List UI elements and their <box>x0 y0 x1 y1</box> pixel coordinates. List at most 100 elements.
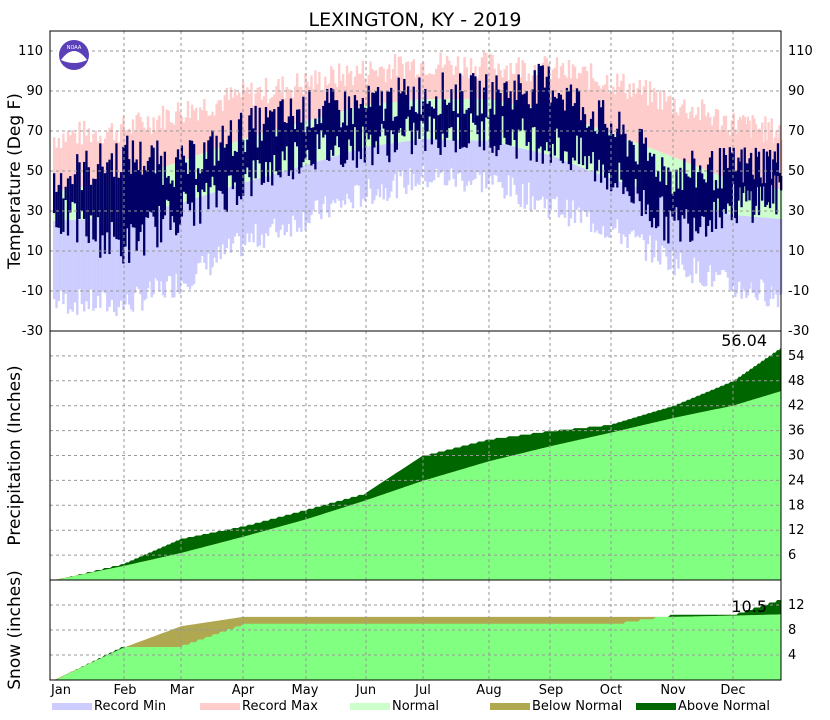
record-min-bar <box>405 141 408 194</box>
observed-temperature-bar <box>59 173 63 234</box>
observed-temperature-bar <box>295 109 299 147</box>
record-min-bar <box>469 140 473 185</box>
observed-temperature-bar <box>773 151 776 176</box>
observed-temperature-bar <box>587 126 591 156</box>
precipitation-tick-right: 12 <box>788 523 805 538</box>
observed-temperature-bar <box>252 128 255 161</box>
observed-temperature-bar <box>357 108 361 152</box>
record-min-bar <box>298 166 301 228</box>
record-min-bar <box>182 202 186 284</box>
observed-temperature-bar <box>207 140 210 210</box>
observed-temperature-bar <box>119 172 123 257</box>
observed-temperature-bar <box>143 165 146 256</box>
record-max-bar <box>94 130 97 186</box>
observed-temperature-bar <box>92 178 95 240</box>
record-max-bar <box>300 87 303 123</box>
record-min-bar <box>306 164 309 223</box>
observed-temperature-bar <box>349 108 353 146</box>
record-min-bar <box>94 218 97 309</box>
observed-temperature-bar <box>448 102 451 129</box>
record-min-bar <box>691 204 694 284</box>
observed-temperature-bar <box>445 104 449 138</box>
observed-temperature-bar <box>89 184 93 216</box>
observed-temperature-bar <box>555 98 559 129</box>
temperature-tick-left: 50 <box>26 164 43 179</box>
observed-temperature-bar <box>397 77 400 133</box>
observed-temperature-bar <box>485 74 488 118</box>
record-min-bar <box>314 162 317 201</box>
record-min-bar <box>186 200 190 287</box>
record-min-bar <box>737 215 740 283</box>
record-max-bar <box>697 106 700 168</box>
record-max-bar <box>452 74 455 99</box>
record-min-bar <box>225 188 229 249</box>
precipitation-tick-right: 42 <box>788 399 805 414</box>
record-max-bar <box>511 73 514 104</box>
record-max-bar <box>652 88 656 150</box>
observed-temperature-bar <box>361 97 365 127</box>
record-max-bar <box>180 116 184 161</box>
record-min-bar <box>117 217 121 308</box>
observed-temperature-bar <box>441 72 444 134</box>
observed-temperature-bar <box>62 198 65 232</box>
temperature-tick-right: 10 <box>788 244 805 259</box>
record-min-bar <box>609 179 613 227</box>
normal-range-bar <box>316 118 319 162</box>
record-max-bar <box>252 105 255 137</box>
observed-temperature-bar <box>657 170 660 227</box>
legend-item: Above Normal <box>636 699 770 714</box>
record-max-bar <box>499 70 502 102</box>
record-max-bar <box>192 110 196 157</box>
observed-temperature-bar <box>716 188 720 199</box>
record-max-bar <box>667 96 670 156</box>
record-max-bar <box>371 68 374 105</box>
record-min-bar <box>603 176 607 238</box>
record-max-bar <box>229 87 233 144</box>
normal-range-bar <box>71 188 74 220</box>
record-min-bar <box>581 167 585 211</box>
observed-temperature-bar <box>310 127 313 166</box>
record-max-bar <box>62 133 65 190</box>
observed-temperature-bar <box>159 155 163 243</box>
record-max-bar <box>318 71 321 118</box>
record-max-bar <box>298 86 301 123</box>
observed-temperature-bar <box>289 98 293 171</box>
observed-temperature-bar <box>726 167 730 204</box>
record-max-bar <box>683 99 686 162</box>
observed-temperature-bar <box>176 149 180 233</box>
observed-temperature-bar <box>57 184 60 228</box>
observed-temperature-bar <box>237 119 241 197</box>
record-min-bar <box>380 144 384 185</box>
observed-temperature-bar <box>375 91 378 142</box>
record-max-bar <box>614 94 617 135</box>
record-max-bar <box>595 82 599 128</box>
normal-range-bar <box>501 101 504 145</box>
observed-temperature-bar <box>432 108 436 119</box>
record-max-bar <box>659 90 662 152</box>
observed-temperature-bar <box>603 123 607 178</box>
month-label: Apr <box>232 683 255 698</box>
record-max-bar <box>489 53 492 100</box>
observed-temperature-bar <box>469 75 473 114</box>
record-min-bar <box>418 139 421 185</box>
record-max-bar <box>235 95 239 142</box>
normal-range-bar <box>776 188 780 219</box>
observed-temperature-bar <box>531 89 534 128</box>
record-max-bar <box>767 122 770 187</box>
precipitation-panel: 6 12 18 24 30 36 42 48 54 56.04 Precipitation (Inc… <box>5 331 805 580</box>
observed-temperature-bar <box>391 120 395 135</box>
observed-temperature-bar <box>472 73 475 123</box>
record-max-bar <box>349 70 353 110</box>
record-min-bar <box>428 139 431 183</box>
observed-temperature-bar <box>324 100 327 135</box>
record-min-bar <box>652 192 656 258</box>
observed-temperature-bar <box>499 92 502 146</box>
observed-temperature-bar <box>258 107 261 164</box>
record-max-bar <box>487 70 490 99</box>
record-max-bar <box>96 141 100 185</box>
record-max-bar <box>509 62 512 104</box>
record-max-bar <box>430 74 434 99</box>
record-min-bar <box>448 139 451 181</box>
record-min-bar <box>384 144 387 188</box>
record-min-bar <box>624 183 627 237</box>
